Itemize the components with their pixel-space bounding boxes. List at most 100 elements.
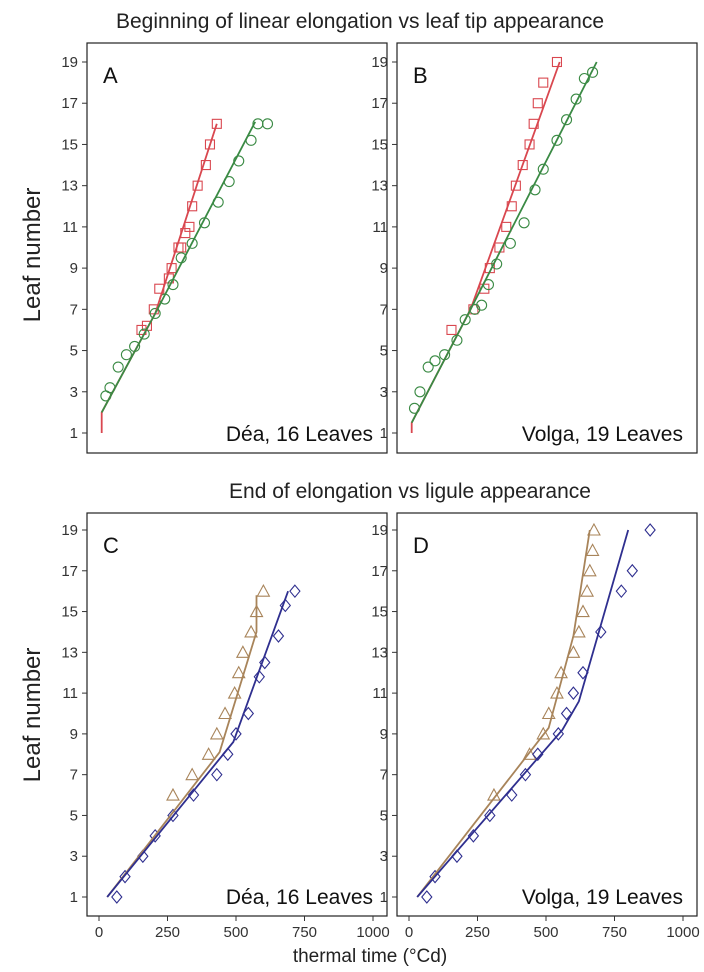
y-axis-label-top: Leaf number [19,188,46,323]
y-tick-label: 7 [70,767,78,784]
y-tick-label: 11 [62,219,78,236]
y-tick-label: 11 [62,685,78,702]
fit-line-red [100,123,218,433]
diamond-marker [519,767,532,782]
triangle-marker [576,604,590,618]
square-marker [501,221,512,232]
x-tick-label: 0 [405,924,413,941]
x-tick-label: 750 [292,924,317,941]
circle-marker [459,314,471,326]
y-tick-label: 7 [380,767,388,784]
diamond-marker [272,629,285,643]
y-tick-label: 1 [380,425,388,442]
square-marker [551,56,563,68]
plot-frame [396,512,698,917]
fit-line-navy [106,590,289,898]
triangle-marker [582,563,597,577]
y-tick-label: 1 [380,889,388,906]
diamond-marker [615,584,628,599]
diamond-marker [279,598,292,613]
x-tick-label: 250 [465,924,490,941]
y-tick-label: 3 [70,848,78,865]
triangle-marker [201,747,216,760]
diamond-marker [560,706,573,721]
y-tick-label: 3 [70,384,78,401]
circle-marker [261,118,274,130]
diamond-marker [230,727,242,741]
x-tick-label: 250 [155,924,180,941]
y-tick-label: 19 [371,522,388,539]
diamond-marker [595,625,607,639]
y-tick-label: 17 [371,563,388,580]
panel-letter: A [103,63,118,88]
diamond-marker [577,665,589,680]
fit-line-green [100,121,256,413]
square-marker [532,98,543,109]
y-tick-label: 3 [380,384,388,401]
triangle-marker [218,706,232,720]
y-tick-label: 17 [61,563,78,580]
triangle-marker [536,726,551,740]
circle-marker [578,72,590,85]
triangle-marker [580,584,595,597]
square-marker [184,221,195,232]
y-tick-label: 5 [70,343,78,360]
circle-marker [429,355,441,367]
triangle-marker [231,665,246,679]
y-tick-label: 1 [70,889,78,906]
panel-caption: Volga, 19 Leaves [522,886,683,909]
y-tick-label: 9 [380,726,388,743]
diamond-marker [467,828,480,843]
circle-marker [476,299,488,311]
fit-line-red [410,61,561,433]
triangle-marker [166,787,180,801]
x-axis-label: thermal time (°Cd) [293,946,447,967]
diamond-marker [211,767,223,782]
y-tick-label: 19 [61,54,78,71]
fit-line-navy [416,529,630,898]
triangle-marker [185,767,200,781]
circle-marker [112,361,124,373]
circle-marker [537,163,549,175]
circle-marker [120,349,132,361]
circle-marker [560,114,573,126]
x-tick-label: 1000 [356,924,389,941]
circle-marker [186,237,198,249]
y-tick-label: 5 [380,807,388,824]
y-tick-label: 3 [380,848,388,865]
panel-caption: Volga, 19 Leaves [522,423,683,446]
y-tick-label: 19 [371,54,388,71]
panel-caption: Déa, 16 Leaves [226,423,373,446]
y-tick-label: 1 [70,425,78,442]
circle-marker [149,307,161,320]
circle-marker [504,237,516,249]
square-marker [204,139,216,150]
fit-line-tan [416,529,591,898]
diamond-marker [253,669,266,684]
triangle-marker [244,624,258,638]
diamond-marker [259,655,271,670]
y-tick-label: 13 [61,644,78,661]
diamond-marker [532,747,544,762]
square-marker [200,160,211,171]
plot-frame [86,42,388,454]
y-tick-label: 13 [371,644,388,661]
triangle-marker [541,706,556,720]
y-tick-label: 7 [380,301,388,318]
y-tick-label: 19 [61,522,78,539]
triangle-marker [587,522,601,536]
circle-marker [587,66,599,78]
y-tick-label: 5 [70,807,78,824]
x-tick-label: 500 [533,924,558,941]
y-tick-label: 7 [70,301,78,318]
circle-marker [518,217,530,229]
y-axis-label-bottom: Leaf number [19,648,46,783]
diamond-marker [626,563,639,578]
panel-letter: D [413,533,429,558]
circle-marker [233,155,245,167]
square-marker [538,77,549,88]
